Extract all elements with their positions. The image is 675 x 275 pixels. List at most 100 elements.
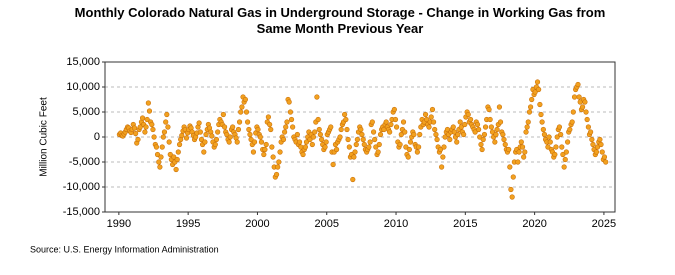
- data-point: [487, 116, 493, 123]
- data-point: [302, 144, 308, 150]
- data-point: [303, 139, 310, 145]
- data-point: [377, 131, 384, 138]
- data-point: [411, 131, 417, 138]
- data-point: [406, 146, 412, 153]
- data-point: [593, 149, 600, 155]
- data-point: [151, 134, 157, 140]
- data-point: [510, 174, 516, 180]
- data-point: [556, 124, 563, 130]
- data-point: [146, 108, 153, 114]
- data-point: [354, 136, 360, 143]
- data-point: [246, 126, 252, 133]
- data-point: [547, 139, 553, 145]
- data-point: [353, 141, 359, 148]
- data-point: [553, 144, 559, 150]
- data-point: [451, 129, 457, 135]
- data-point: [179, 132, 185, 139]
- data-point: [417, 131, 423, 138]
- data-point: [502, 141, 508, 148]
- data-point: [243, 109, 250, 115]
- data-point: [497, 119, 504, 125]
- data-point: [201, 149, 207, 155]
- data-point: [154, 151, 161, 158]
- data-point: [156, 159, 162, 165]
- data-point: [171, 154, 177, 160]
- data-point: [429, 106, 436, 113]
- data-point: [441, 144, 447, 150]
- data-point: [400, 119, 407, 125]
- data-point: [157, 164, 163, 170]
- data-point: [137, 124, 143, 130]
- data-point: [235, 126, 242, 133]
- data-point: [215, 129, 221, 135]
- data-point: [545, 144, 551, 150]
- data-point: [522, 149, 528, 155]
- data-point: [212, 141, 218, 148]
- x-tick-label: 1995: [176, 218, 200, 230]
- data-point: [310, 134, 317, 140]
- data-point: [477, 134, 483, 140]
- data-point: [174, 156, 180, 163]
- data-point: [222, 124, 228, 130]
- data-point: [569, 119, 575, 125]
- data-point: [275, 164, 281, 170]
- data-point: [161, 129, 168, 135]
- data-point: [269, 144, 275, 150]
- data-point: [414, 149, 420, 155]
- data-point: [345, 136, 351, 143]
- data-point: [250, 149, 257, 155]
- data-point: [263, 141, 269, 148]
- data-point: [567, 126, 573, 133]
- data-point: [328, 124, 334, 130]
- data-point: [312, 129, 318, 135]
- data-point: [176, 141, 183, 148]
- data-point: [209, 133, 215, 139]
- data-point: [516, 149, 522, 155]
- data-point: [552, 151, 558, 158]
- x-tick-label: 2000: [245, 218, 269, 230]
- data-point: [268, 126, 274, 133]
- data-point: [481, 131, 488, 138]
- data-point: [242, 96, 248, 103]
- data-point: [135, 136, 141, 143]
- data-point: [437, 146, 444, 153]
- chart-title: Monthly Colorado Natural Gas in Undergro…: [74, 5, 606, 36]
- data-point: [352, 149, 358, 155]
- data-point: [284, 119, 290, 125]
- data-point: [351, 154, 357, 160]
- y-tick-label: 10,000: [66, 81, 100, 93]
- data-point: [561, 164, 567, 170]
- data-point: [526, 109, 533, 115]
- data-point: [582, 99, 588, 105]
- data-point: [277, 149, 283, 155]
- data-point: [369, 119, 375, 125]
- data-point: [397, 141, 403, 148]
- data-point: [158, 154, 164, 160]
- data-point: [145, 100, 151, 106]
- data-point: [537, 101, 543, 108]
- y-tick-label: 15,000: [66, 56, 100, 68]
- data-point: [478, 141, 484, 148]
- data-point: [267, 121, 273, 128]
- data-point: [343, 116, 349, 123]
- data-point: [407, 139, 414, 145]
- data-point: [500, 131, 506, 138]
- data-point: [247, 131, 253, 138]
- data-point: [405, 154, 411, 160]
- data-point: [507, 164, 513, 170]
- data-point: [234, 139, 240, 145]
- data-point: [317, 131, 323, 138]
- data-point: [494, 126, 500, 133]
- data-point: [393, 124, 400, 130]
- data-point: [258, 139, 265, 145]
- data-point: [144, 116, 150, 123]
- data-point: [455, 131, 461, 138]
- data-point: [563, 149, 569, 155]
- data-point: [166, 139, 172, 145]
- data-point: [476, 126, 482, 133]
- data-point: [373, 144, 379, 150]
- data-point: [489, 129, 496, 135]
- data-point: [546, 134, 552, 140]
- data-point: [584, 116, 590, 123]
- data-point: [346, 144, 352, 150]
